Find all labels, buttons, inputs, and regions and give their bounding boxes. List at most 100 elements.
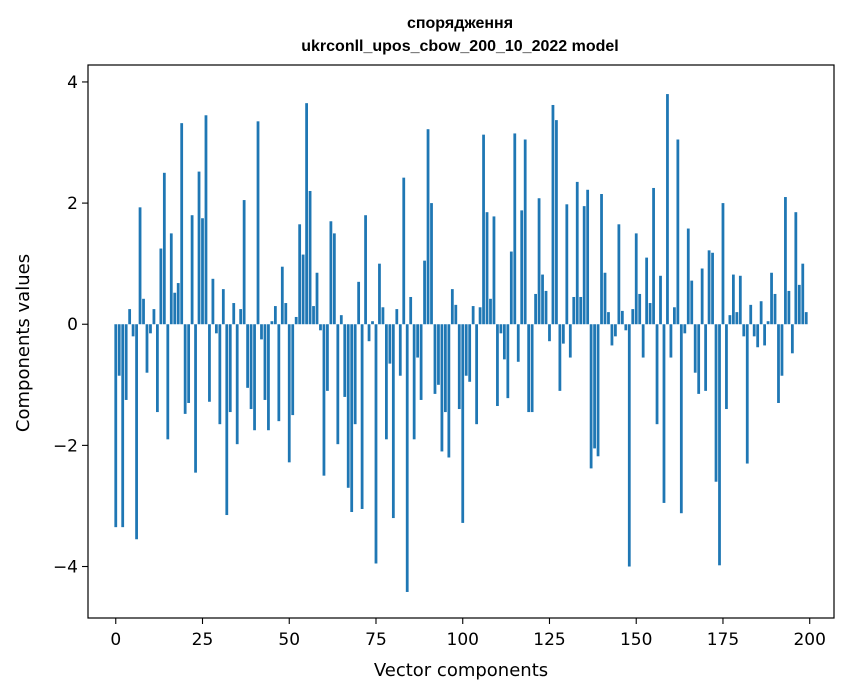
- bar-197: [797, 284, 801, 325]
- bar-138: [593, 324, 596, 449]
- y-tick-label: 4: [67, 73, 78, 93]
- bar-39: [249, 324, 253, 410]
- bar-9: [145, 324, 149, 373]
- chart-title: спорядження: [407, 15, 513, 32]
- bar-59: [319, 324, 322, 331]
- bar-148: [627, 324, 631, 567]
- bar-144: [614, 324, 617, 337]
- bar-128: [558, 324, 562, 391]
- bar-142: [607, 312, 610, 325]
- bar-161: [673, 307, 676, 325]
- x-tick-label: 200: [793, 630, 825, 650]
- bar-130: [565, 204, 569, 325]
- bar-124: [544, 290, 548, 325]
- bar-129: [561, 324, 565, 344]
- bar-3: [124, 324, 128, 400]
- bar-118: [523, 139, 527, 325]
- bar-55: [305, 103, 308, 325]
- bar-19: [180, 123, 184, 325]
- bar-52: [294, 316, 298, 325]
- bar-17: [173, 292, 177, 325]
- bar-139: [596, 324, 600, 457]
- bar-192: [780, 324, 784, 376]
- bar-35: [235, 324, 239, 445]
- bar-157: [659, 275, 662, 325]
- bar-127: [555, 120, 558, 325]
- bar-2: [121, 324, 125, 528]
- bar-61: [326, 324, 329, 391]
- bar-195: [790, 324, 794, 354]
- bar-156: [655, 324, 659, 425]
- bar-172: [711, 252, 714, 325]
- bar-10: [149, 324, 152, 334]
- bar-78: [385, 324, 388, 440]
- bar-137: [589, 324, 593, 469]
- y-axis-label: Components values: [13, 254, 34, 432]
- bar-151: [638, 293, 642, 325]
- bar-73: [367, 324, 371, 342]
- bar-159: [666, 94, 669, 325]
- bar-12: [156, 324, 159, 413]
- bar-92: [433, 324, 437, 394]
- bar-84: [405, 324, 409, 592]
- bar-187: [763, 324, 766, 346]
- bar-32: [225, 324, 229, 516]
- bar-80: [391, 324, 395, 519]
- x-tick-label: 75: [365, 630, 387, 650]
- bar-50: [287, 324, 291, 463]
- bar-36: [239, 309, 243, 325]
- bar-4: [128, 309, 132, 325]
- bar-166: [690, 280, 694, 325]
- bar-6: [135, 324, 138, 540]
- bar-117: [520, 210, 524, 325]
- bar-108: [489, 298, 492, 325]
- bar-58: [315, 272, 319, 325]
- bar-136: [586, 189, 590, 325]
- x-axis-ticks: 0 25 50 75 100 125 150 175 200: [110, 618, 826, 650]
- bar-176: [725, 324, 728, 410]
- bar-134: [579, 296, 583, 325]
- bar-121: [534, 293, 537, 325]
- bar-132: [572, 296, 576, 325]
- y-axis-ticks: −4 −2 0 2 4: [53, 73, 88, 578]
- bar-57: [312, 306, 315, 325]
- bar-126: [551, 104, 555, 325]
- bar-169: [700, 268, 704, 325]
- bar-165: [686, 228, 690, 325]
- bar-95: [444, 324, 447, 413]
- bar-40: [253, 324, 256, 431]
- bar-174: [718, 324, 721, 566]
- bar-72: [364, 215, 367, 325]
- bar-122: [537, 198, 541, 325]
- bar-177: [728, 315, 732, 325]
- bar-198: [801, 263, 805, 325]
- bar-47: [277, 324, 281, 422]
- bar-180: [738, 275, 742, 325]
- bar-153: [645, 257, 649, 325]
- bar-168: [697, 324, 701, 394]
- bar-18: [176, 283, 180, 325]
- bar-113: [506, 324, 510, 399]
- bar-109: [492, 216, 496, 325]
- bar-99: [457, 324, 461, 410]
- bar-8: [142, 298, 145, 325]
- bar-163: [679, 324, 683, 514]
- bar-179: [735, 312, 739, 325]
- bar-56: [308, 190, 312, 325]
- bar-38: [246, 324, 249, 388]
- bar-76: [378, 263, 381, 325]
- bar-27: [208, 324, 211, 402]
- bar-155: [652, 187, 655, 325]
- bar-82: [398, 324, 402, 376]
- bar-173: [714, 324, 718, 482]
- bar-106: [482, 134, 485, 325]
- bar-54: [301, 254, 305, 325]
- bar-96: [447, 324, 451, 458]
- bar-120: [530, 324, 534, 413]
- x-tick-label: 150: [620, 630, 652, 650]
- bar-147: [624, 324, 628, 331]
- bar-25: [201, 218, 204, 325]
- x-tick-label: 0: [110, 630, 121, 650]
- bar-86: [412, 324, 416, 440]
- x-axis-label: Vector components: [374, 660, 548, 681]
